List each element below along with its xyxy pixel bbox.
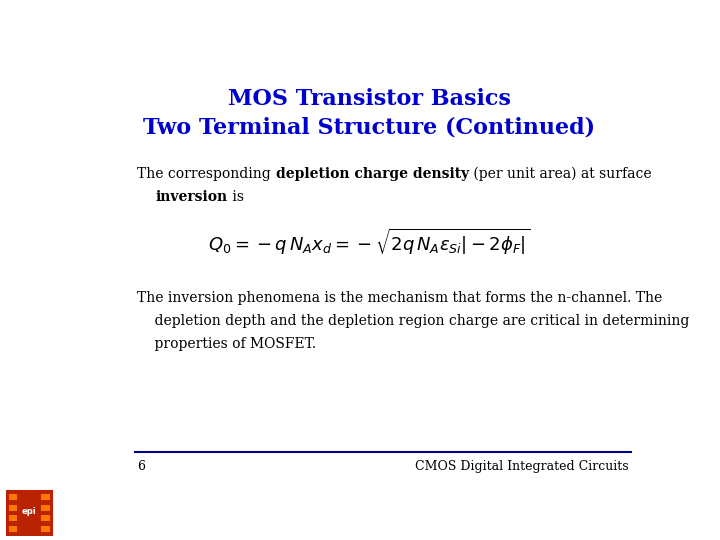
Bar <box>41 526 50 532</box>
Text: properties of MOSFET.: properties of MOSFET. <box>138 337 317 351</box>
Bar <box>9 526 17 532</box>
Text: depletion depth and the depletion region charge are critical in determining: depletion depth and the depletion region… <box>138 314 690 328</box>
Bar <box>41 505 50 511</box>
Text: The corresponding: The corresponding <box>138 167 276 181</box>
Text: epi: epi <box>22 507 37 516</box>
Text: is: is <box>228 190 244 204</box>
Text: inversion: inversion <box>156 190 228 204</box>
Text: depletion charge density: depletion charge density <box>276 167 469 181</box>
Bar <box>9 505 17 511</box>
Text: $Q_0 = -q\,N_A x_d = -\sqrt{2q\,N_A \varepsilon_{Si} \left|-2\phi_F\right|}$: $Q_0 = -q\,N_A x_d = -\sqrt{2q\,N_A \var… <box>208 226 530 256</box>
Bar <box>9 495 17 501</box>
Text: The inversion phenomena is the mechanism that forms the n-channel. The: The inversion phenomena is the mechanism… <box>138 292 662 306</box>
Text: (per unit area) at surface: (per unit area) at surface <box>469 167 652 181</box>
Text: Two Terminal Structure (Continued): Two Terminal Structure (Continued) <box>143 117 595 139</box>
Text: 6: 6 <box>138 460 145 473</box>
Text: CMOS Digital Integrated Circuits: CMOS Digital Integrated Circuits <box>415 460 629 473</box>
Bar <box>41 516 50 522</box>
Bar <box>41 495 50 501</box>
FancyBboxPatch shape <box>6 490 53 536</box>
Bar <box>9 516 17 522</box>
Text: MOS Transistor Basics: MOS Transistor Basics <box>228 87 510 110</box>
